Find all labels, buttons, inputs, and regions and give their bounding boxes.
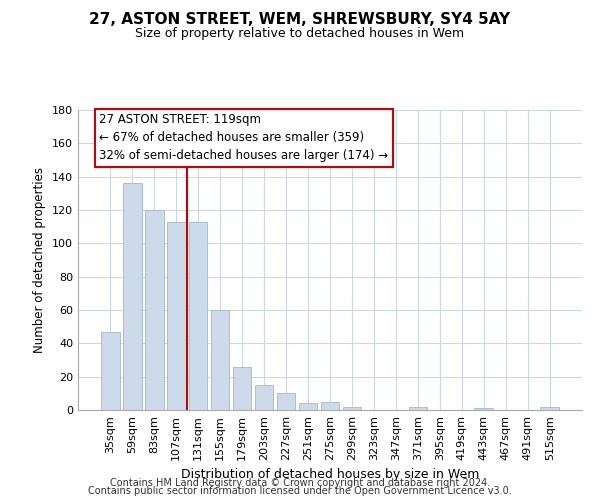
Bar <box>277 394 295 410</box>
Bar <box>541 406 559 410</box>
Bar <box>343 406 361 410</box>
Bar <box>475 408 493 410</box>
Bar <box>167 222 185 410</box>
Bar <box>145 210 164 410</box>
Bar <box>211 310 229 410</box>
X-axis label: Distribution of detached houses by size in Wem: Distribution of detached houses by size … <box>181 468 479 481</box>
Text: Contains public sector information licensed under the Open Government Licence v3: Contains public sector information licen… <box>88 486 512 496</box>
Bar <box>101 332 119 410</box>
Y-axis label: Number of detached properties: Number of detached properties <box>34 167 46 353</box>
Bar <box>255 385 274 410</box>
Text: Contains HM Land Registry data © Crown copyright and database right 2024.: Contains HM Land Registry data © Crown c… <box>110 478 490 488</box>
Text: 27, ASTON STREET, WEM, SHREWSBURY, SY4 5AY: 27, ASTON STREET, WEM, SHREWSBURY, SY4 5… <box>89 12 511 28</box>
Bar <box>233 366 251 410</box>
Bar <box>409 406 427 410</box>
Bar <box>320 402 340 410</box>
Bar <box>189 222 208 410</box>
Text: Size of property relative to detached houses in Wem: Size of property relative to detached ho… <box>136 28 464 40</box>
Bar <box>299 404 317 410</box>
Text: 27 ASTON STREET: 119sqm
← 67% of detached houses are smaller (359)
32% of semi-d: 27 ASTON STREET: 119sqm ← 67% of detache… <box>99 114 388 162</box>
Bar <box>123 184 142 410</box>
